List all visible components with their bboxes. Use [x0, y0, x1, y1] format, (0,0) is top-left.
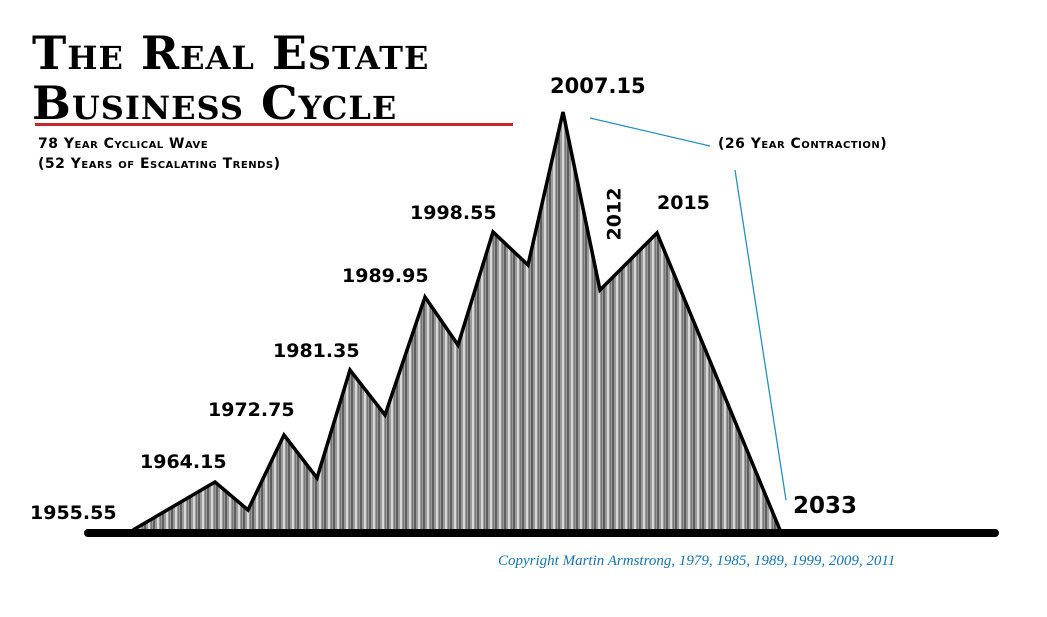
point-label-1989: 1989.95: [342, 265, 429, 287]
subtitle-line-2: (52 Years of Escalating Trends): [38, 156, 281, 172]
point-label-2012: 2012: [603, 187, 626, 241]
point-label-2015: 2015: [657, 192, 710, 214]
copyright-text: Copyright Martin Armstrong, 1979, 1985, …: [498, 553, 896, 569]
title-underline: [35, 123, 513, 126]
annotation-line-down: [734, 169, 787, 501]
point-label-1972: 1972.75: [208, 399, 295, 421]
wave-line: [132, 111, 782, 532]
point-label-1955: 1955.55: [30, 502, 117, 524]
point-label-2033: 2033: [793, 493, 858, 519]
point-label-2007: 2007.15: [550, 74, 646, 98]
point-label-1981: 1981.35: [273, 340, 360, 362]
point-label-1964: 1964.15: [140, 451, 227, 473]
subtitle-line-1: 78 Year Cyclical Wave: [38, 136, 209, 152]
title-line-2: Business Cycle: [32, 76, 398, 130]
contraction-annotation: (26 Year Contraction): [718, 136, 888, 152]
wave-area-fill: [133, 112, 780, 530]
annotation-line-top: [589, 117, 711, 147]
title-line-1: The Real Estate: [32, 26, 430, 80]
point-label-1998: 1998.55: [410, 202, 497, 224]
